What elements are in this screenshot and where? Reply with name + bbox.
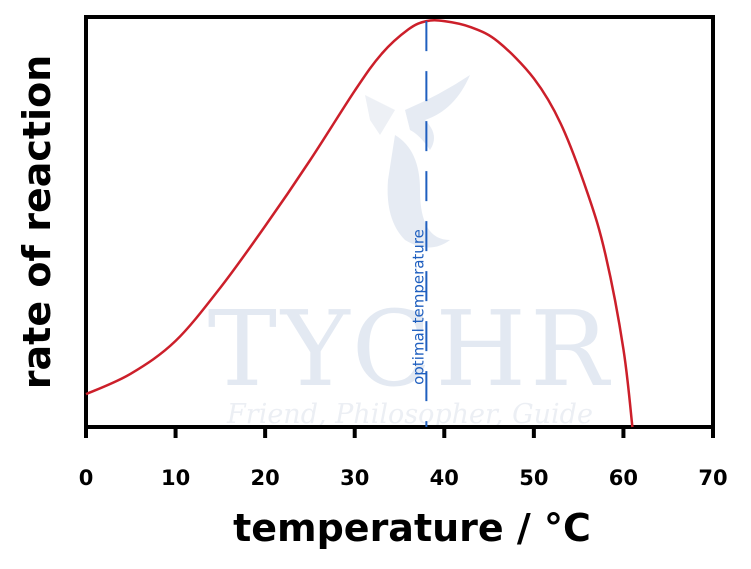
- watermark-logo-icon: [365, 75, 470, 248]
- x-tick-label-7: 70: [698, 466, 727, 490]
- x-axis-title: temperature / °C: [233, 506, 591, 550]
- x-tick-label-1: 10: [161, 466, 190, 490]
- watermark: TYCHR Friend, Philosopher, Guide: [208, 75, 613, 430]
- annotation-layer: optimal temperature: [409, 21, 427, 427]
- optimal-temperature-label: optimal temperature: [409, 229, 427, 385]
- x-tick-label-0: 0: [79, 466, 94, 490]
- x-tick-label-3: 30: [340, 466, 369, 490]
- watermark-tagline: Friend, Philosopher, Guide: [226, 399, 593, 430]
- x-tick-label-6: 60: [609, 466, 638, 490]
- plot-frame: [84, 15, 715, 429]
- x-tick-label-2: 20: [251, 466, 280, 490]
- x-tick-label-4: 40: [430, 466, 459, 490]
- x-axis: 0 10 20 30 40 50 60 70: [79, 427, 728, 490]
- y-axis-title: rate of reaction: [15, 55, 59, 389]
- watermark-text: TYCHR: [208, 288, 613, 410]
- x-tick-label-5: 50: [519, 466, 548, 490]
